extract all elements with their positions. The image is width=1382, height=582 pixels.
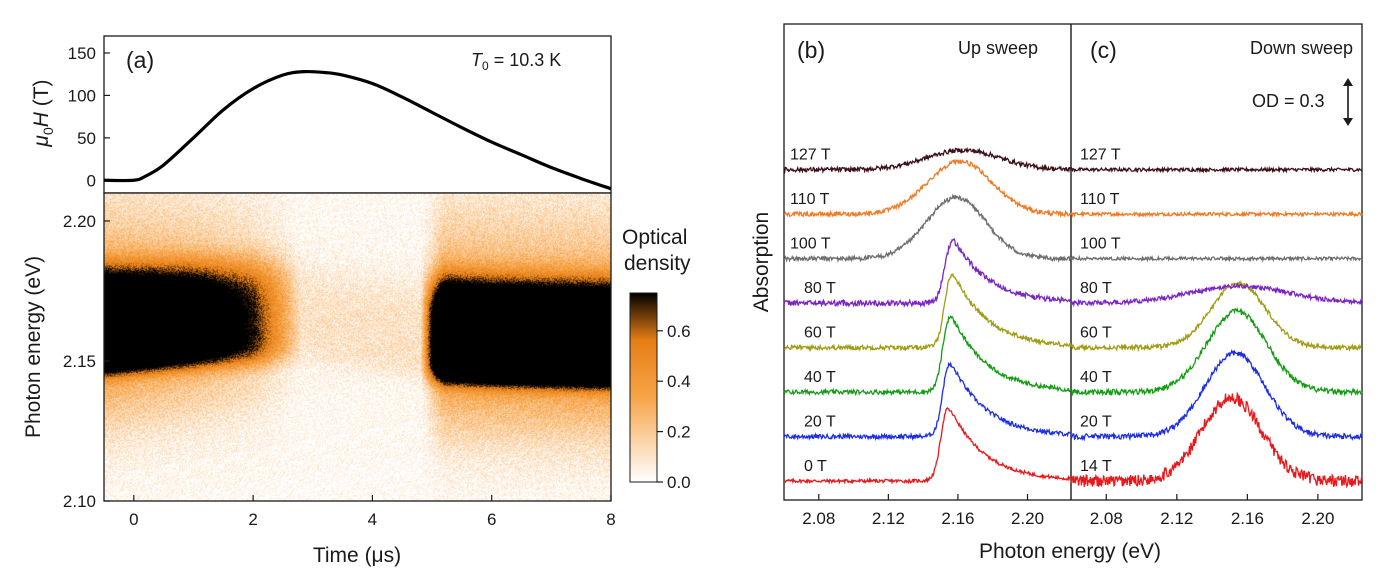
field-ytick-label: 100 [68, 86, 96, 105]
time-xtick-label: 8 [606, 510, 615, 529]
up-sweep-spectrum-60T [783, 272, 1072, 353]
spectra-xtick-label: 2.08 [1090, 509, 1123, 528]
down-sweep-spectra [1070, 165, 1363, 489]
colorbar-tick-label: 0.4 [667, 372, 691, 391]
up-field-label: 110 T [790, 191, 830, 208]
spectra-xtick-label: 2.20 [1301, 509, 1334, 528]
time-xtick-label: 0 [129, 510, 138, 529]
spectra-plots: 0 T 20 T 40 T 60 T 80 T 100 T 110 T 127 T 14 T 20… [750, 23, 1363, 563]
up-sweep-spectrum-0T [783, 407, 1072, 485]
down-sweep-spectrum-127T [1070, 165, 1363, 174]
up-sweep-spectra [783, 146, 1072, 485]
field-yticks: 0 50 100 150 [68, 44, 110, 190]
colorbar-ticks: 0.0 0.2 0.4 0.6 [657, 322, 691, 492]
down-sweep-spectrum-80T [1070, 281, 1363, 308]
down-sweep-spectrum-14T [1070, 391, 1363, 489]
colorbar-tick-label: 0.0 [667, 473, 691, 492]
panel-c-label: (c) [1090, 37, 1117, 63]
spectra-frame [783, 23, 1363, 501]
down-field-label: 14 T [1080, 458, 1112, 475]
temperature-annotation: T0 = 10.3 K [471, 50, 561, 73]
field-pulse-line [103, 69, 612, 191]
spectra-xtick-label: 2.08 [802, 509, 835, 528]
spectra-xtick-label: 2.16 [941, 509, 974, 528]
heatmap-plot: 0 2 4 6 8 2.10 2.15 2.20 Time (μs) Photon energ… [22, 192, 616, 567]
od-scalebar-label: OD = 0.3 [1252, 91, 1325, 111]
down-sweep-spectrum-110T [1070, 209, 1363, 218]
up-field-label: 20 T [804, 414, 836, 431]
heatmap-ticks: 0 2 4 6 8 2.10 2.15 2.20 [63, 212, 616, 529]
time-xtick-label: 4 [368, 510, 377, 529]
colorbar-gradient [629, 292, 658, 483]
time-xtick-label: 2 [248, 510, 257, 529]
down-field-label: 100 T [1080, 236, 1121, 253]
up-sweep-label: Up sweep [958, 38, 1038, 58]
up-field-label: 40 T [804, 369, 836, 386]
down-field-label: 127 T [1080, 147, 1121, 164]
down-field-label: 110 T [1080, 191, 1120, 208]
colorbar-tick-label: 0.6 [667, 322, 691, 341]
down-sweep-label: Down sweep [1250, 38, 1353, 58]
up-field-label: 80 T [804, 280, 836, 297]
absorption-axis-label: Absorption [750, 212, 773, 312]
up-sweep-spectrum-110T [783, 158, 1072, 218]
down-field-label: 20 T [1080, 414, 1112, 431]
up-sweep-spectrum-20T [783, 361, 1072, 441]
field-axis-label: μ0H (T) [30, 79, 56, 147]
down-sweep-spectrum-100T [1070, 254, 1363, 263]
spectra-xticks: 2.08 2.12 2.16 2.20 2.08 2.12 2.16 2.20 [802, 494, 1334, 528]
spectra-xtick-label: 2.12 [1160, 509, 1193, 528]
colorbar-tick-label: 0.2 [667, 423, 691, 442]
od-scalebar-arrow [1343, 78, 1353, 126]
down-field-label: 40 T [1080, 369, 1112, 386]
up-sweep-spectrum-127T [783, 146, 1072, 175]
field-ytick-label: 0 [87, 171, 96, 190]
photon-energy-axis-label: Photon energy (eV) [22, 256, 45, 438]
field-pulse-plot: 0 50 100 150 (a) T0 = 10.3 K μ0H (T) [30, 35, 612, 194]
up-field-label: 127 T [790, 147, 831, 164]
panel-a-label: (a) [126, 47, 154, 73]
spectra-xtick-label: 2.12 [872, 509, 905, 528]
up-sweep-spectrum-80T [783, 238, 1072, 308]
colorbar: Optical density 0.0 0.2 0.4 0.6 [622, 226, 691, 492]
up-sweep-spectrum-40T [783, 314, 1071, 397]
field-ytick-label: 150 [68, 44, 96, 63]
spectra-xtick-label: 2.16 [1231, 509, 1264, 528]
energy-ytick-label: 2.10 [63, 492, 96, 511]
energy-ytick-label: 2.15 [63, 352, 96, 371]
down-sweep-spectrum-60T [1070, 279, 1363, 353]
heatmap-image [104, 193, 611, 501]
up-field-label: 0 T [804, 458, 827, 475]
down-sweep-spectrum-40T [1070, 307, 1363, 397]
up-field-label: 60 T [804, 325, 836, 342]
energy-ytick-label: 2.20 [63, 212, 96, 231]
colorbar-title-line2: density [624, 252, 691, 275]
up-field-label: 100 T [790, 236, 831, 253]
spectra-xtick-label: 2.20 [1011, 509, 1044, 528]
time-xtick-label: 6 [487, 510, 496, 529]
down-field-label: 80 T [1080, 280, 1112, 297]
heatmap-frame [103, 192, 612, 502]
down-field-label: 60 T [1080, 325, 1112, 342]
time-axis-label: Time (μs) [313, 544, 401, 567]
field-ytick-label: 50 [77, 129, 96, 148]
up-sweep-spectrum-100T [783, 193, 1072, 264]
field-labels: 0 T 20 T 40 T 60 T 80 T 100 T 110 T 127 T 14 T 20… [790, 147, 1121, 475]
colorbar-title-line1: Optical [622, 226, 687, 249]
down-sweep-spectrum-20T [1070, 348, 1363, 442]
panel-b-label: (b) [797, 37, 825, 63]
spectra-x-axis-label: Photon energy (eV) [979, 540, 1161, 563]
